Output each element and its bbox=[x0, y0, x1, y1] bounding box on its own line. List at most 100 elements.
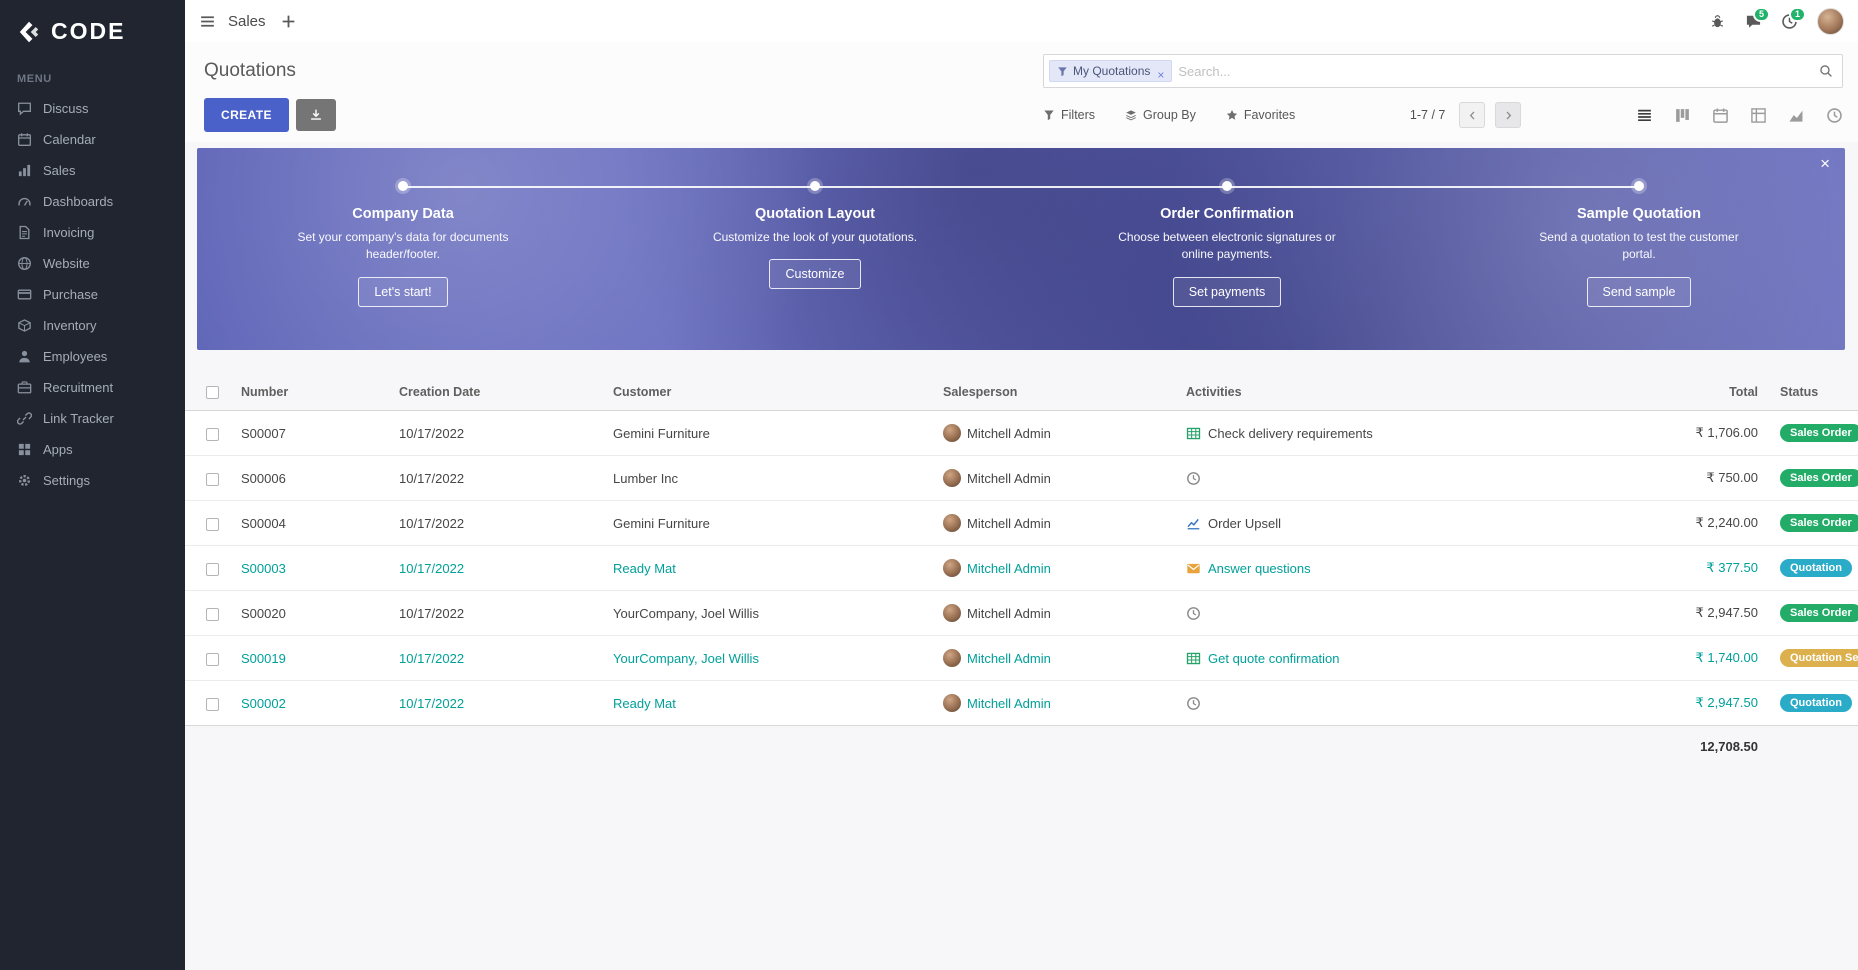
pager-next-button[interactable] bbox=[1495, 102, 1522, 128]
table-row[interactable]: S00002 10/17/2022 Ready Mat Mitchell Adm… bbox=[185, 680, 1858, 726]
pivot-icon bbox=[1750, 107, 1767, 124]
hamburger-menu-icon[interactable] bbox=[199, 13, 216, 30]
calendar-view-button[interactable] bbox=[1712, 107, 1729, 124]
onboarding-step-quotation-layout: Quotation Layout Customize the look of y… bbox=[609, 181, 1021, 350]
cell-customer: YourCompany, Joel Willis bbox=[605, 635, 935, 681]
purchase-icon bbox=[17, 287, 32, 302]
status-badge: Quotation bbox=[1780, 694, 1852, 713]
customize-button[interactable]: Customize bbox=[769, 259, 861, 290]
facet-label: My Quotations bbox=[1073, 64, 1151, 78]
cell-activities[interactable]: Answer questions bbox=[1178, 545, 1610, 591]
sidebar-item-label: Inventory bbox=[43, 318, 97, 333]
status-badge: Sales Order bbox=[1780, 514, 1858, 533]
activity-view-button[interactable] bbox=[1826, 107, 1843, 124]
sidebar-item-link-tracker[interactable]: Link Tracker bbox=[0, 403, 185, 434]
table-row[interactable]: S00019 10/17/2022 YourCompany, Joel Will… bbox=[185, 635, 1858, 681]
row-checkbox[interactable] bbox=[206, 607, 219, 621]
sidebar-item-discuss[interactable]: Discuss bbox=[0, 93, 185, 124]
create-button[interactable]: CREATE bbox=[204, 98, 289, 132]
sidebar-item-recruitment[interactable]: Recruitment bbox=[0, 372, 185, 403]
sidebar-item-settings[interactable]: Settings bbox=[0, 465, 185, 496]
table-row[interactable]: S00004 10/17/2022 Gemini Furniture Mitch… bbox=[185, 500, 1858, 546]
step-description: Send a quotation to test the customer po… bbox=[1539, 230, 1739, 262]
view-switcher bbox=[1636, 107, 1843, 124]
table-row[interactable]: S00006 10/17/2022 Lumber Inc Mitchell Ad… bbox=[185, 455, 1858, 501]
activities-button[interactable]: 1 bbox=[1781, 6, 1806, 30]
sidebar-item-website[interactable]: Website bbox=[0, 248, 185, 279]
row-checkbox[interactable] bbox=[206, 697, 219, 711]
column-header-activities[interactable]: Activities bbox=[1178, 374, 1610, 412]
export-button[interactable] bbox=[295, 99, 336, 131]
sidebar-item-employees[interactable]: Employees bbox=[0, 341, 185, 372]
kanban-view-button[interactable] bbox=[1674, 107, 1691, 124]
sidebar-item-label: Discuss bbox=[43, 101, 89, 116]
cell-activities[interactable]: Check delivery requirements bbox=[1178, 410, 1610, 456]
search-facet-my-quotations[interactable]: My Quotations × bbox=[1049, 60, 1173, 82]
column-header-creation-date[interactable]: Creation Date bbox=[391, 374, 605, 412]
favorites-button[interactable]: Favorites bbox=[1226, 108, 1295, 122]
set-payments-button[interactable]: Set payments bbox=[1172, 276, 1282, 307]
column-header-customer[interactable]: Customer bbox=[605, 374, 935, 412]
filters-button[interactable]: Filters bbox=[1043, 108, 1095, 122]
user-avatar[interactable] bbox=[1817, 7, 1844, 35]
step-description: Customize the look of your quotations. bbox=[712, 230, 918, 244]
row-checkbox[interactable] bbox=[206, 652, 219, 666]
table-row[interactable]: S00020 10/17/2022 YourCompany, Joel Will… bbox=[185, 590, 1858, 636]
facet-remove-icon[interactable]: × bbox=[1157, 68, 1165, 82]
pager-previous-button[interactable] bbox=[1459, 102, 1486, 128]
lets-start-button[interactable]: Let's start! bbox=[358, 276, 448, 307]
messages-button[interactable]: 5 bbox=[1745, 6, 1770, 30]
inventory-icon bbox=[17, 318, 32, 333]
sidebar-item-calendar[interactable]: Calendar bbox=[0, 124, 185, 155]
search-bar[interactable]: My Quotations × bbox=[1043, 54, 1843, 88]
current-app-name[interactable]: Sales bbox=[228, 12, 266, 30]
cell-activities[interactable] bbox=[1178, 455, 1610, 501]
row-checkbox[interactable] bbox=[206, 472, 219, 486]
status-badge: Sales Order bbox=[1780, 604, 1858, 623]
table-row[interactable]: S00003 10/17/2022 Ready Mat Mitchell Adm… bbox=[185, 545, 1858, 591]
sidebar-item-apps[interactable]: Apps bbox=[0, 434, 185, 465]
row-checkbox[interactable] bbox=[206, 562, 219, 576]
column-header-total[interactable]: Total bbox=[1610, 374, 1772, 412]
cell-salesperson: Mitchell Admin bbox=[935, 500, 1178, 546]
cell-salesperson: Mitchell Admin bbox=[935, 680, 1178, 726]
list-icon bbox=[1636, 107, 1653, 124]
status-badge: Sales Order bbox=[1780, 469, 1858, 488]
cell-number: S00003 bbox=[233, 545, 391, 591]
pivot-view-button[interactable] bbox=[1750, 107, 1767, 124]
sidebar-item-invoicing[interactable]: Invoicing bbox=[0, 217, 185, 248]
debug-bug-icon[interactable] bbox=[1709, 13, 1726, 30]
cell-activities[interactable]: Order Upsell bbox=[1178, 500, 1610, 546]
sidebar-item-inventory[interactable]: Inventory bbox=[0, 310, 185, 341]
search-icon[interactable] bbox=[1819, 64, 1833, 78]
cell-activities[interactable] bbox=[1178, 590, 1610, 636]
app-logo[interactable]: CODE bbox=[0, 0, 185, 65]
column-header-number[interactable]: Number bbox=[233, 374, 391, 412]
cell-activities[interactable]: Get quote confirmation bbox=[1178, 635, 1610, 681]
star-icon bbox=[1226, 109, 1238, 121]
status-badge: Quotation bbox=[1780, 559, 1852, 578]
list-view-button[interactable] bbox=[1636, 107, 1653, 124]
banner-close-icon[interactable]: × bbox=[1820, 154, 1830, 173]
sidebar-item-sales[interactable]: Sales bbox=[0, 155, 185, 186]
send-sample-button[interactable]: Send sample bbox=[1586, 276, 1692, 307]
sidebar-item-dashboards[interactable]: Dashboards bbox=[0, 186, 185, 217]
column-header-status[interactable]: Status bbox=[1772, 374, 1858, 412]
website-icon bbox=[17, 256, 32, 271]
row-checkbox[interactable] bbox=[206, 517, 219, 531]
table-header-row: Number Creation Date Customer Salesperso… bbox=[185, 374, 1858, 412]
sidebar-item-purchase[interactable]: Purchase bbox=[0, 279, 185, 310]
search-input[interactable] bbox=[1178, 63, 1813, 79]
sidebar-item-label: Dashboards bbox=[43, 194, 114, 209]
cell-number: S00002 bbox=[233, 680, 391, 726]
table-row[interactable]: S00007 10/17/2022 Gemini Furniture Mitch… bbox=[185, 410, 1858, 456]
column-header-salesperson[interactable]: Salesperson bbox=[935, 374, 1178, 412]
select-all-checkbox[interactable] bbox=[206, 386, 219, 400]
group-by-button[interactable]: Group By bbox=[1125, 108, 1196, 122]
invoicing-icon bbox=[17, 225, 32, 240]
cell-status: Quotation bbox=[1772, 545, 1858, 591]
row-checkbox[interactable] bbox=[206, 427, 219, 441]
graph-view-button[interactable] bbox=[1788, 107, 1805, 124]
cell-activities[interactable] bbox=[1178, 680, 1610, 726]
add-tab-icon[interactable] bbox=[280, 13, 297, 30]
